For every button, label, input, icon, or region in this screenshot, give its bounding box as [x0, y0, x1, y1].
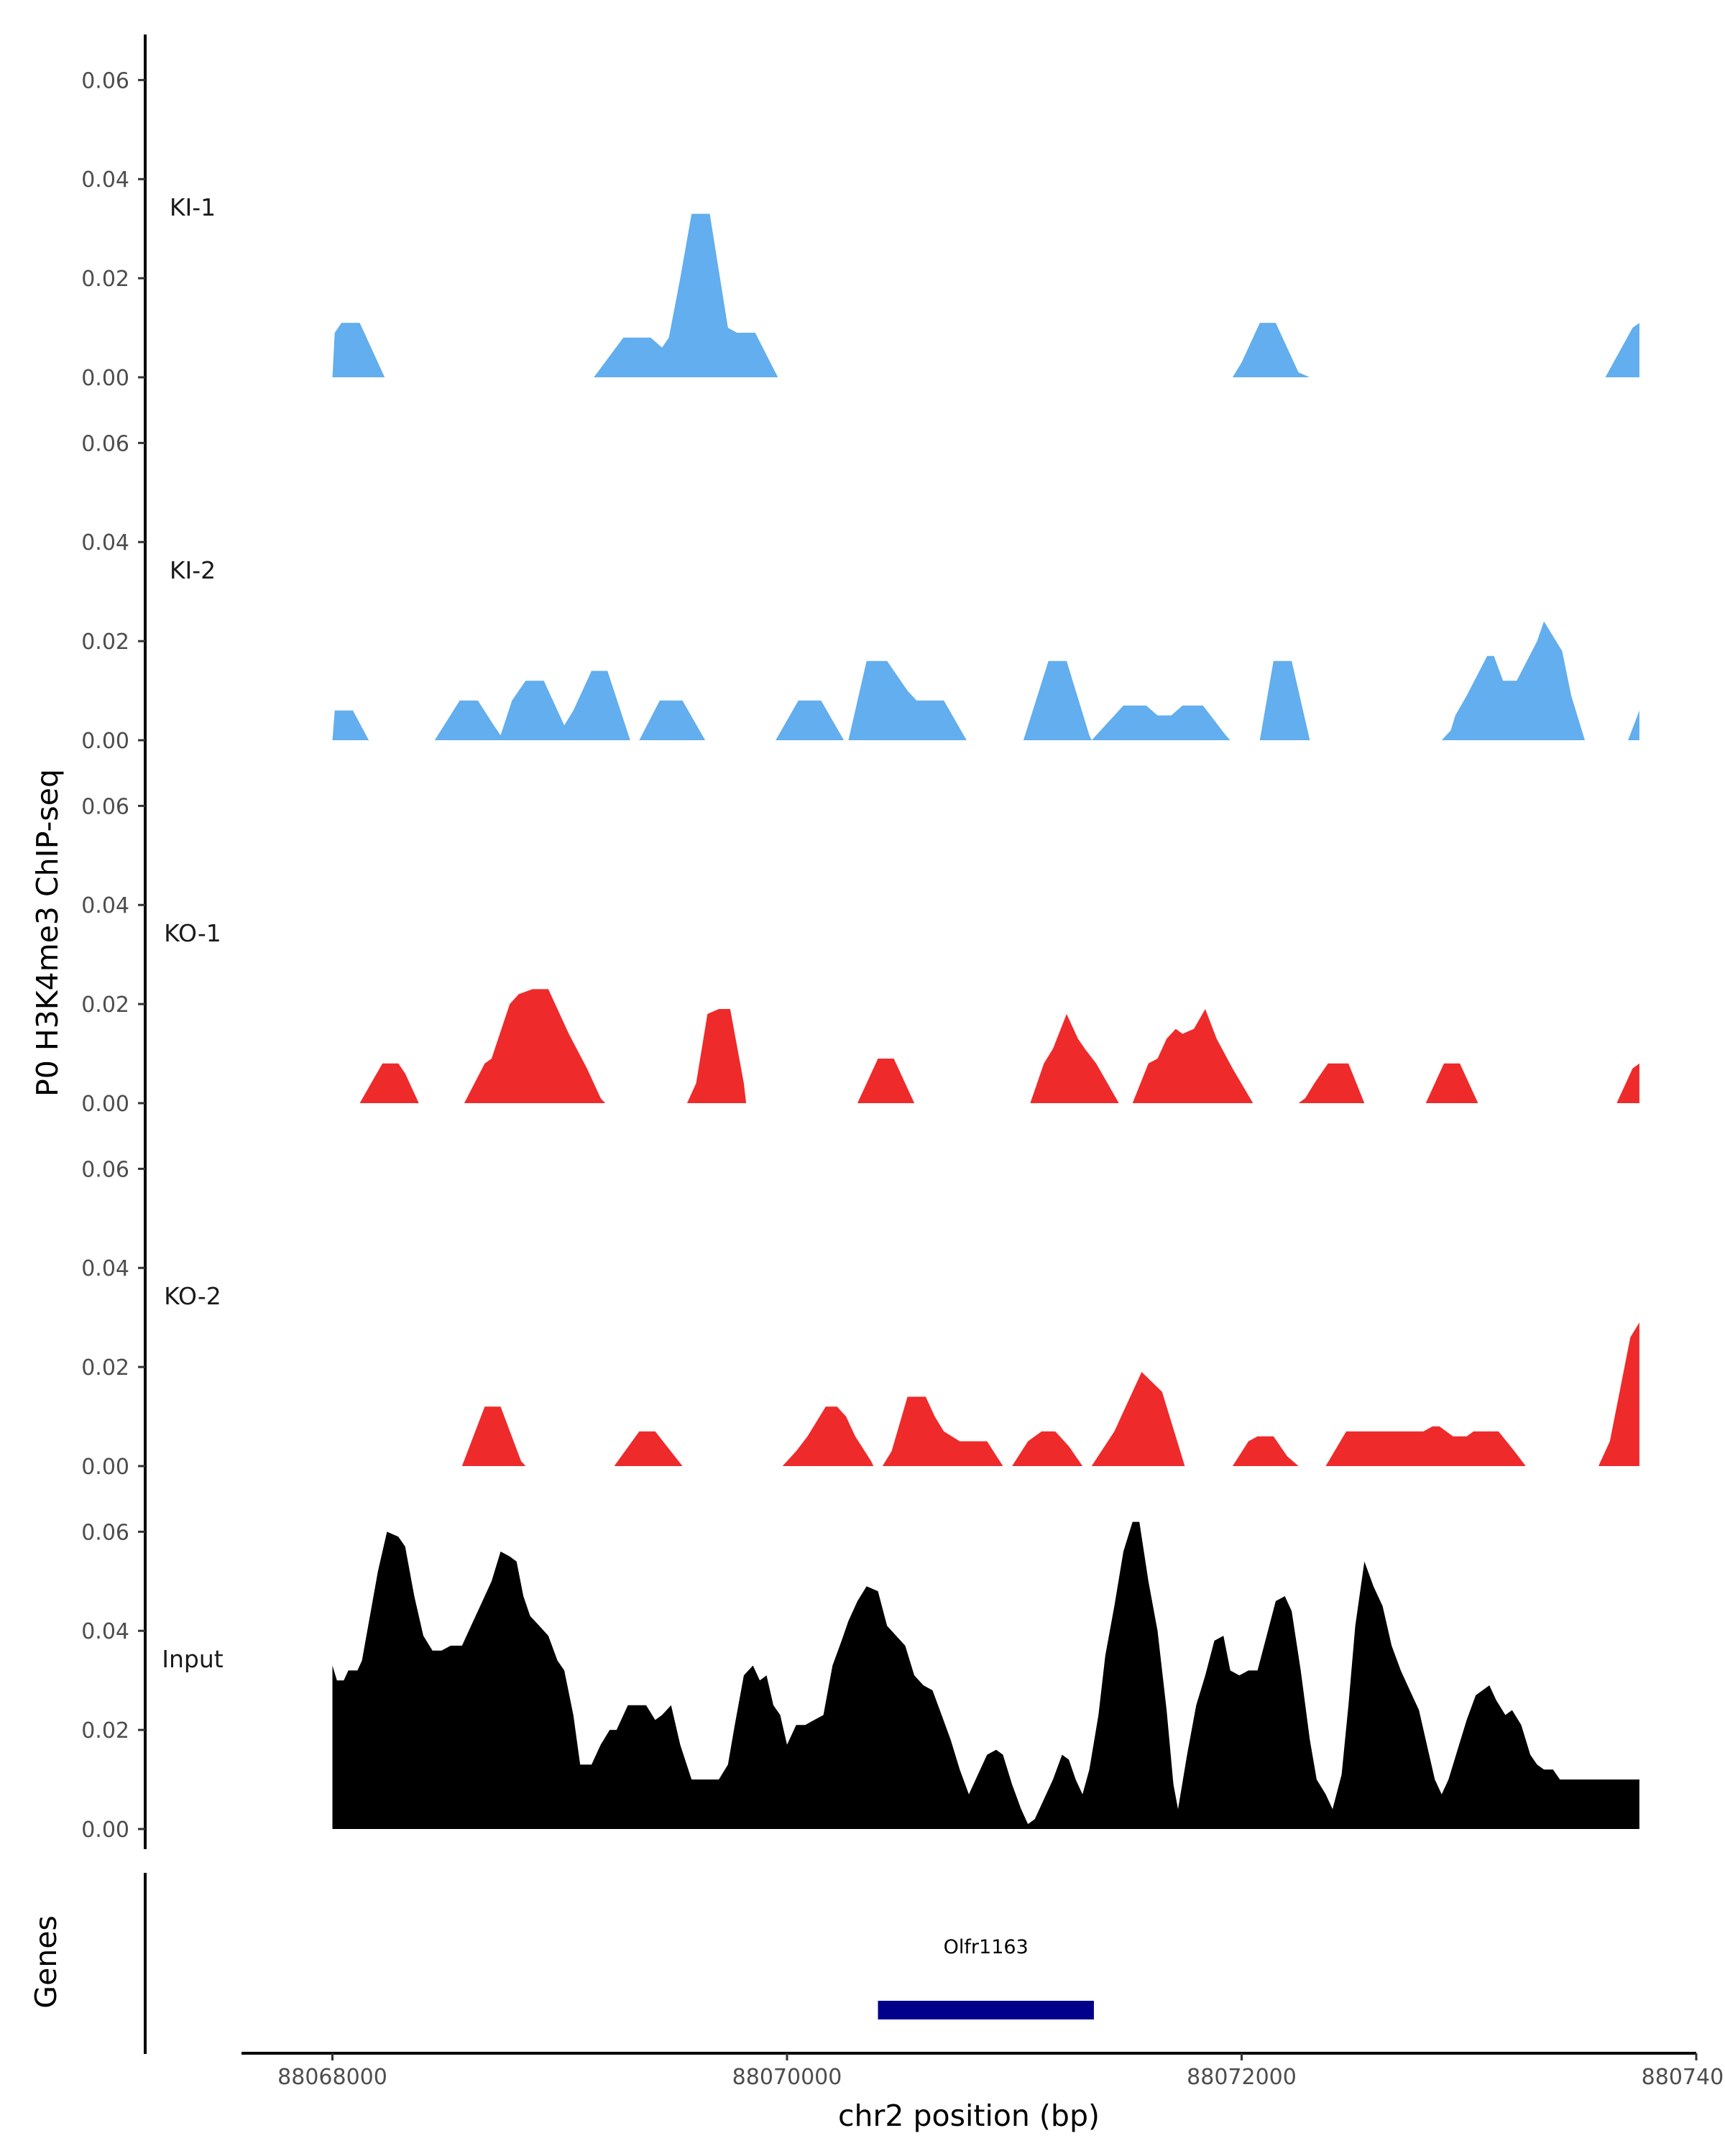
gene-bar — [878, 2001, 1094, 2019]
gene-label: Olfr1163 — [944, 1936, 1029, 1958]
x-tick-label: 88074000 — [1642, 2065, 1725, 2090]
x-tick-label: 88072000 — [1187, 2065, 1297, 2090]
signal-area-ki-2 — [332, 621, 1639, 740]
x-tick-label: 88068000 — [277, 2065, 387, 2090]
y-tick-label: 0.00 — [81, 729, 129, 754]
y-tick-label: 0.06 — [81, 1157, 129, 1182]
signal-area-input — [332, 1521, 1639, 1829]
genes-track-title: Genes — [29, 1915, 63, 2009]
y-tick-label: 0.02 — [81, 1355, 129, 1381]
y-tick-label: 0.02 — [81, 267, 129, 292]
y-tick-label: 0.02 — [81, 630, 129, 655]
x-axis: 88068000 88070000 88072000 88074000 — [242, 2052, 1725, 2090]
track-ki-2: 0.00 0.02 0.04 0.06 KI-2 — [81, 397, 1639, 760]
track-label: KO-1 — [164, 919, 221, 947]
y-tick-label: 0.06 — [81, 1520, 129, 1545]
track-input: 0.00 0.02 0.04 0.06 Input — [81, 1486, 1639, 1849]
signal-area-ko-2 — [461, 1322, 1639, 1466]
y-tick-label: 0.04 — [81, 1619, 129, 1644]
signal-area-ki-1 — [332, 213, 1639, 377]
y-tick-label: 0.02 — [81, 992, 129, 1018]
track-ko-2: 0.00 0.02 0.04 0.06 KO-2 — [81, 1123, 1639, 1486]
track-ko-1: 0.00 0.02 0.04 0.06 KO-1 — [81, 760, 1639, 1123]
x-tick-label: 88070000 — [732, 2065, 842, 2090]
track-label: Input — [162, 1645, 224, 1673]
track-label: KI-2 — [170, 556, 216, 584]
y-tick-label: 0.00 — [81, 1818, 129, 1843]
track-label: KO-2 — [164, 1282, 221, 1310]
y-tick-label: 0.00 — [81, 1455, 129, 1480]
x-axis-title: chr2 position (bp) — [838, 2099, 1100, 2133]
y-axis-title: P0 H3K4me3 ChIP-seq — [30, 769, 65, 1097]
y-tick-label: 0.06 — [81, 431, 129, 456]
track-label: KI-1 — [170, 193, 216, 221]
y-tick-label: 0.06 — [81, 68, 129, 93]
y-tick-label: 0.06 — [81, 794, 129, 819]
track-ki-1: 0.00 0.02 0.04 0.06 KI-1 — [81, 34, 1639, 397]
y-tick-label: 0.04 — [81, 1256, 129, 1281]
y-tick-label: 0.00 — [81, 1092, 129, 1117]
y-tick-label: 0.02 — [81, 1718, 129, 1743]
y-tick-label: 0.00 — [81, 366, 129, 391]
y-tick-label: 0.04 — [81, 893, 129, 918]
y-tick-label: 0.04 — [81, 530, 129, 556]
tracks-layer: 0.00 0.02 0.04 0.06 KI-1 0.00 0.02 0.04 0.06 KI-2… — [81, 34, 1639, 1849]
y-tick-label: 0.04 — [81, 167, 129, 193]
signal-area-ko-1 — [359, 989, 1639, 1103]
genes-track: Genes Olfr1163 — [29, 1873, 1094, 2054]
